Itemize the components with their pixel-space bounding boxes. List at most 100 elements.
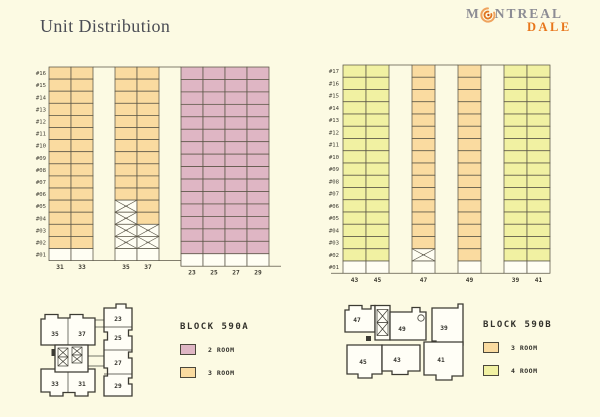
floor-label-01: #01 — [329, 265, 339, 271]
plan-unit-label: 25 — [114, 335, 122, 342]
unit-cell-39-17 — [503, 64, 528, 78]
unit-cell-49-04 — [457, 223, 482, 237]
unit-cell-35-15 — [114, 78, 138, 92]
unit-cell-39-15 — [503, 89, 528, 103]
unit-cell-27-09 — [224, 153, 248, 167]
plan-unit-label: 47 — [353, 317, 361, 324]
floor-label-16: #16 — [36, 71, 46, 77]
unit-cell-41-07 — [526, 187, 551, 201]
unit-cell-27-14 — [224, 91, 248, 105]
unit-cell-29-09 — [246, 153, 270, 167]
unit-cell-31-04 — [48, 211, 72, 225]
unit-cell-25-16 — [202, 66, 226, 80]
void-dash — [124, 217, 128, 219]
void-dash — [124, 205, 128, 207]
unit-cell-49-10 — [457, 150, 482, 164]
unit-cell-35-11 — [114, 127, 138, 140]
unit-cell-41-11 — [526, 138, 551, 152]
unit-cell-23-10 — [180, 141, 204, 155]
unit-cell-45-06 — [365, 199, 390, 213]
unit-cell-41-14 — [526, 101, 551, 115]
void-dash — [146, 229, 150, 231]
unit-cell-43-15 — [342, 89, 367, 103]
floor-label-10: #10 — [36, 144, 46, 150]
unit-cell-37-08 — [136, 163, 160, 177]
plan-unit-label: 45 — [359, 359, 367, 366]
unit-cell-41-01 — [526, 260, 551, 274]
unit-cell-33-08 — [70, 163, 94, 177]
unit-cell-45-03 — [365, 236, 390, 250]
floor-label-06: #06 — [36, 192, 46, 198]
unit-cell-39-12 — [503, 125, 528, 139]
unit-cell-33-13 — [70, 102, 94, 116]
unit-cell-31-13 — [48, 102, 72, 116]
unit-cell-33-09 — [70, 151, 94, 165]
unit-cell-43-04 — [342, 223, 367, 237]
unit-cell-45-04 — [365, 223, 390, 237]
unit-cell-35-10 — [114, 139, 138, 153]
floor-label-11: #11 — [329, 143, 339, 149]
floor-label-01: #01 — [36, 253, 46, 259]
unit-cell-49-07 — [457, 187, 482, 201]
brand-letter-m: M — [466, 6, 481, 21]
unit-cell-37-16 — [136, 66, 160, 80]
unit-cell-47-03 — [411, 236, 436, 250]
plan-unit-label: 39 — [440, 325, 448, 332]
plan-unit-label: 37 — [78, 331, 86, 338]
unit-cell-27-03 — [224, 228, 248, 242]
floor-label-03: #03 — [36, 228, 46, 234]
legend-swatch-3room-b — [483, 342, 499, 353]
unit-cell-49-01 — [457, 260, 482, 274]
unit-cell-37-10 — [136, 139, 160, 153]
unit-cell-31-07 — [48, 175, 72, 189]
plan-unit-label: 27 — [114, 360, 122, 367]
unit-cell-25-04 — [202, 216, 226, 230]
floor-label-15: #15 — [329, 94, 339, 100]
unit-cell-45-13 — [365, 113, 390, 127]
unit-cell-25-02 — [202, 240, 226, 255]
legend-swatch-4room — [483, 365, 499, 376]
unit-cell-39-06 — [503, 199, 528, 213]
unit-cell-35-16 — [114, 66, 138, 80]
unit-cell-43-07 — [342, 187, 367, 201]
legend-row-4room: 4 ROOM — [483, 365, 552, 376]
brand-logo: M NTREAL DALE — [466, 5, 598, 41]
unit-cell-31-08 — [48, 163, 72, 177]
unit-cell-49-11 — [457, 138, 482, 152]
unit-cell-31-12 — [48, 115, 72, 128]
unit-cell-45-09 — [365, 162, 390, 176]
unit-cell-39-16 — [503, 76, 528, 90]
unit-cell-35-06 — [114, 187, 138, 201]
unit-cell-43-05 — [342, 211, 367, 225]
unit-cell-47-15 — [411, 89, 436, 103]
unit-cell-35-14 — [114, 90, 138, 104]
unit-cell-39-07 — [503, 187, 528, 201]
plan-unit-label: 33 — [51, 381, 59, 388]
unit-cell-39-05 — [503, 211, 528, 225]
legend-590B: BLOCK 590B 3 ROOM 4 ROOM — [483, 320, 552, 376]
unit-cell-33-02 — [70, 236, 94, 249]
floor-label-04: #04 — [329, 228, 340, 234]
stack-label-25: 25 — [210, 270, 218, 277]
unit-cell-25-09 — [202, 153, 226, 167]
unit-cell-33-10 — [70, 139, 94, 153]
unit-cell-31-01 — [48, 248, 72, 261]
unit-cell-31-10 — [48, 139, 72, 153]
unit-cell-23-02 — [180, 240, 204, 255]
unit-cell-41-06 — [526, 199, 551, 213]
floor-label-02: #02 — [329, 253, 339, 259]
unit-cell-29-14 — [246, 91, 270, 105]
unit-cell-35-08 — [114, 163, 138, 177]
unit-cell-29-01 — [246, 253, 270, 267]
unit-cell-31-16 — [48, 66, 72, 80]
floor-label-08: #08 — [36, 168, 47, 174]
stack-label-47: 47 — [420, 277, 428, 284]
unit-cell-33-01 — [70, 248, 94, 261]
unit-cell-41-15 — [526, 89, 551, 103]
unit-cell-25-15 — [202, 79, 226, 93]
unit-cell-23-08 — [180, 166, 204, 180]
unit-cell-23-05 — [180, 203, 204, 217]
unit-cell-29-11 — [246, 128, 270, 143]
elevator-icon — [376, 309, 389, 336]
